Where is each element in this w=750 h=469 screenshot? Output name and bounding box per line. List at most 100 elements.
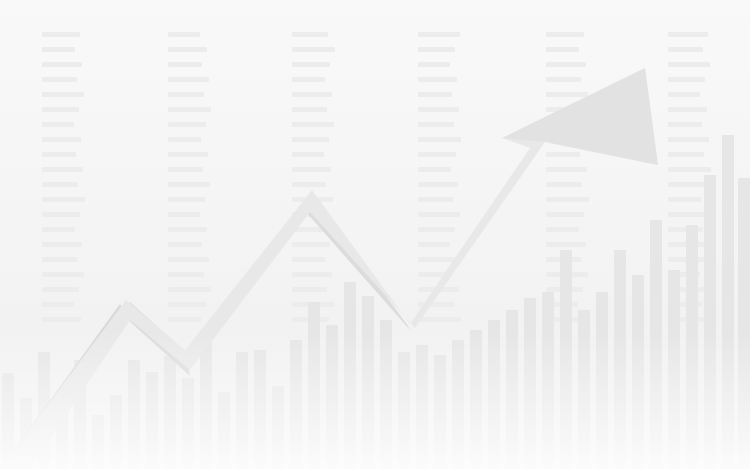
faint-number-glyph xyxy=(668,47,703,52)
faint-number-glyph xyxy=(668,92,700,97)
faint-number-glyph xyxy=(42,137,81,142)
faint-number-glyph xyxy=(168,32,200,37)
faint-number-glyph xyxy=(418,62,450,67)
faint-number-glyph xyxy=(168,137,201,142)
faint-number-glyph xyxy=(418,197,453,202)
bottom-fade xyxy=(0,330,750,469)
faint-number-glyph xyxy=(42,302,74,307)
faint-number-glyph xyxy=(42,152,76,157)
faint-number-glyph xyxy=(168,212,200,217)
faint-number-glyph xyxy=(168,287,211,292)
faint-number-glyph xyxy=(42,257,77,262)
faint-number-glyph xyxy=(546,212,584,217)
faint-number-glyph xyxy=(42,242,82,247)
faint-number-glyph xyxy=(418,242,450,247)
faint-number-glyph xyxy=(42,92,84,97)
faint-number-glyph xyxy=(292,287,327,292)
faint-number-glyph xyxy=(668,167,711,172)
faint-number-glyph xyxy=(42,167,83,172)
faint-number-glyph xyxy=(668,122,702,127)
faint-number-glyph xyxy=(418,137,461,142)
faint-number-glyph xyxy=(292,272,332,277)
faint-number-glyph xyxy=(168,77,209,82)
faint-number-glyph xyxy=(42,62,82,67)
faint-number-glyph xyxy=(668,137,709,142)
faint-number-glyph xyxy=(292,257,325,262)
faint-number-glyph xyxy=(168,197,205,202)
faint-number-glyph xyxy=(418,107,459,112)
faint-number-glyph xyxy=(42,107,79,112)
faint-number-glyph xyxy=(418,257,457,262)
faint-number-glyph xyxy=(168,242,202,247)
arrow-head xyxy=(502,68,658,165)
faint-number-glyph xyxy=(418,77,457,82)
faint-number-glyph xyxy=(42,182,78,187)
faint-number-glyph xyxy=(42,227,75,232)
faint-number-glyph xyxy=(418,32,460,37)
faint-number-glyph xyxy=(668,182,706,187)
faint-number-glyph xyxy=(42,272,84,277)
faint-number-glyph xyxy=(168,257,209,262)
faint-number-glyph xyxy=(292,62,330,67)
faint-number-glyph xyxy=(168,62,202,67)
faint-number-glyph xyxy=(168,272,204,277)
faint-number-glyph xyxy=(546,227,579,232)
faint-number-glyph xyxy=(168,152,208,157)
faint-number-glyph xyxy=(546,62,586,67)
faint-number-glyph xyxy=(418,227,455,232)
faint-number-glyph xyxy=(546,152,580,157)
faint-number-glyph xyxy=(42,77,77,82)
faint-number-glyph xyxy=(546,92,588,97)
faint-number-glyph xyxy=(42,317,81,322)
faint-number-glyph xyxy=(292,92,332,97)
faint-number-glyph xyxy=(42,47,75,52)
faint-number-glyph xyxy=(546,167,587,172)
faint-number-glyph xyxy=(668,62,710,67)
faint-number-glyph xyxy=(668,152,704,157)
faint-number-glyph xyxy=(668,197,701,202)
faint-number-glyph xyxy=(168,107,211,112)
faint-number-glyph xyxy=(168,92,204,97)
faint-number-glyph xyxy=(42,32,80,37)
faint-number-glyph xyxy=(292,182,326,187)
faint-number-glyph xyxy=(42,122,74,127)
faint-number-glyph xyxy=(546,197,589,202)
faint-number-glyph xyxy=(42,212,80,217)
faint-number-glyph xyxy=(546,47,579,52)
faint-number-glyph xyxy=(292,32,328,37)
faint-number-glyph xyxy=(668,107,707,112)
faint-number-glyph xyxy=(418,167,451,172)
faint-number-glyph xyxy=(418,92,452,97)
faint-number-glyph xyxy=(418,212,460,217)
faint-number-glyph xyxy=(292,122,334,127)
faint-number-glyph xyxy=(418,182,458,187)
faint-number-glyph xyxy=(42,287,79,292)
faint-number-glyph xyxy=(546,32,584,37)
faint-number-glyph xyxy=(292,107,327,112)
faint-number-glyph xyxy=(292,242,330,247)
faint-number-glyph xyxy=(168,182,210,187)
faint-number-glyph xyxy=(168,227,207,232)
faint-number-glyph xyxy=(168,302,206,307)
faint-number-glyph xyxy=(42,197,85,202)
faint-number-glyph xyxy=(418,47,455,52)
faint-number-glyph xyxy=(418,122,454,127)
faint-number-glyph xyxy=(168,317,201,322)
faint-number-glyph xyxy=(418,317,461,322)
faint-number-glyph xyxy=(546,77,581,82)
faint-number-glyph xyxy=(292,152,324,157)
faint-number-glyph xyxy=(168,167,203,172)
faint-number-glyph xyxy=(292,137,329,142)
faint-number-glyph xyxy=(292,77,325,82)
faint-number-glyph xyxy=(168,122,206,127)
faint-number-glyph xyxy=(292,167,331,172)
faint-number-glyph xyxy=(546,242,586,247)
faint-number-glyph xyxy=(668,32,708,37)
faint-number-glyph xyxy=(292,47,335,52)
faint-number-glyph xyxy=(668,77,705,82)
faint-number-glyph xyxy=(418,152,456,157)
faint-number-glyph xyxy=(546,182,582,187)
faint-number-glyph xyxy=(168,47,207,52)
faint-number-glyph xyxy=(668,212,708,217)
